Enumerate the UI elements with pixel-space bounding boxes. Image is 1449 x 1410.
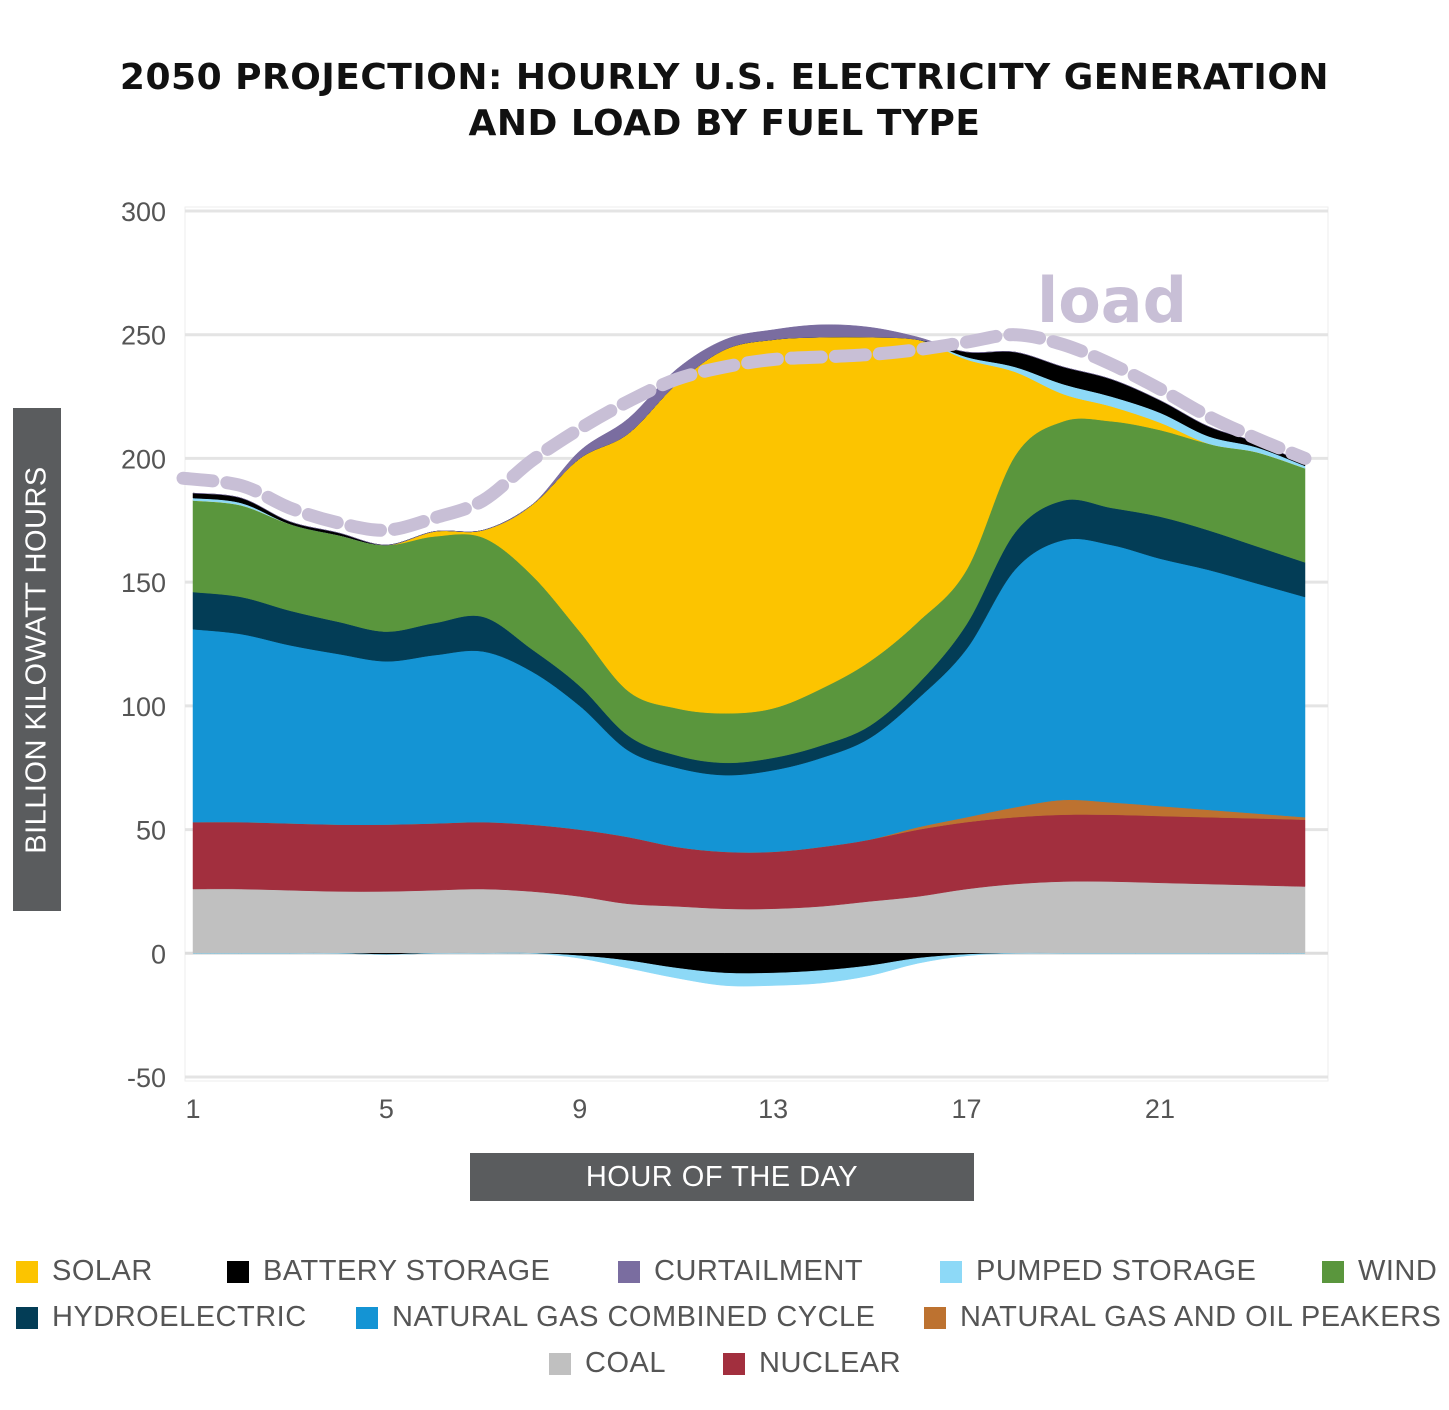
load-line [176,328,1312,537]
x-axis-label-box: HOUR OF THE DAY [470,1153,974,1201]
y-axis-label: BILLION KILOWATT HOURS [20,465,53,854]
legend-swatch [227,1260,249,1283]
legend-item-nuclear: NUCLEAR [723,1347,901,1380]
legend-item-natural-gas-combined-cycle: NATURAL GAS COMBINED CYCLE [356,1301,876,1334]
legend-label: SOLAR [52,1255,153,1287]
area-chart: 300 250 200 150 100 50 0 -50 1 5 9 13 17 21 load [121,197,1329,1124]
y-tick-label: 100 [121,692,166,722]
legend-swatch [723,1352,745,1375]
y-tick-label: 150 [121,568,166,598]
area-negative-pumped-storage [192,952,1306,987]
legend-item-battery-storage: BATTERY STORAGE [227,1255,550,1288]
y-tick-label: -50 [127,1063,166,1093]
legend-item-curtailment: CURTAILMENT [618,1255,863,1288]
y-tick-label: 200 [121,444,166,474]
y-tick-label: 50 [136,816,166,846]
legend-swatch [549,1352,571,1375]
legend-swatch [16,1260,38,1283]
x-tick-label: 1 [185,1094,200,1124]
legend-swatch [924,1306,946,1329]
legend-swatch [16,1306,38,1329]
chart-title-line-2: AND LOAD BY FUEL TYPE [468,103,981,144]
legend-label: BATTERY STORAGE [263,1255,551,1287]
y-axis-label-box: BILLION KILOWATT HOURS [13,408,61,911]
x-tick-label: 21 [1145,1094,1175,1124]
legend-label: WIND [1358,1255,1438,1287]
legend-swatch [356,1306,378,1329]
legend-swatch [618,1260,640,1283]
legend-label: CURTAILMENT [654,1255,864,1287]
legend-item-pumped-storage: PUMPED STORAGE [940,1255,1256,1288]
legend-item-solar: SOLAR [16,1255,153,1288]
x-axis-label: HOUR OF THE DAY [585,1161,859,1193]
y-tick-label: 0 [151,939,166,969]
legend-item-coal: COAL [549,1347,666,1380]
x-tick-label: 5 [379,1094,394,1124]
legend-label: PUMPED STORAGE [976,1255,1257,1287]
x-tick-label: 9 [572,1094,587,1124]
legend-label: HYDROELECTRIC [52,1301,307,1333]
legend-label: NATURAL GAS COMBINED CYCLE [392,1301,876,1333]
chart-title-line-1: 2050 PROJECTION: HOURLY U.S. ELECTRICITY… [119,57,1330,98]
chart-title: 2050 PROJECTION: HOURLY U.S. ELECTRICITY… [0,55,1449,147]
legend-swatch [940,1260,962,1283]
x-tick-label: 13 [758,1094,788,1124]
legend-swatch [1322,1260,1344,1283]
legend-label: NUCLEAR [759,1347,902,1379]
y-tick-label: 250 [121,321,166,351]
load-annotation: load [1037,264,1187,337]
legend-label: COAL [585,1347,666,1379]
legend-item-natural-gas-and-oil-peakers: NATURAL GAS AND OIL PEAKERS [924,1301,1441,1334]
legend-item-hydroelectric: HYDROELECTRIC [16,1301,307,1334]
x-tick-label: 17 [952,1094,982,1124]
legend-label: NATURAL GAS AND OIL PEAKERS [960,1301,1442,1333]
y-tick-label: 300 [121,197,166,227]
legend-item-wind: WIND [1322,1255,1437,1288]
